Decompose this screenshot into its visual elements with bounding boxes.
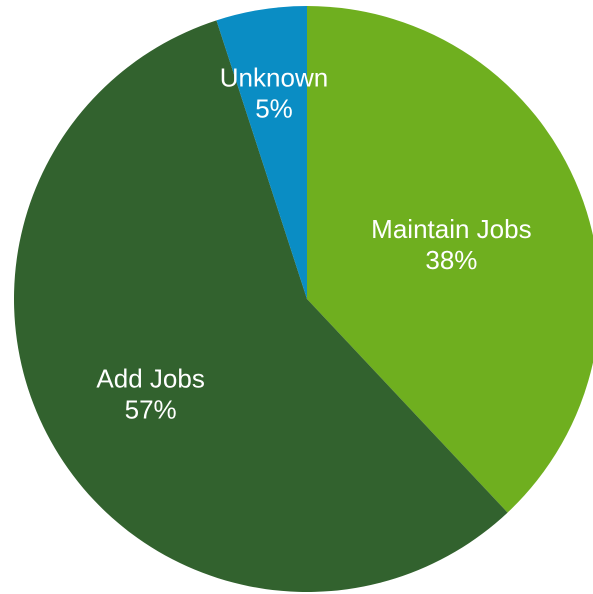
- slice-label-add-jobs: Add Jobs 57%: [96, 363, 204, 424]
- slice-value-unknown: 5%: [255, 94, 293, 124]
- pie-slice-add-jobs: [14, 20, 508, 592]
- pie-slice-maintain-jobs: [307, 6, 593, 513]
- pie-slice-unknown: [216, 6, 307, 299]
- slice-category-maintain-jobs: Maintain Jobs: [371, 214, 531, 244]
- slice-category-unknown: Unknown: [220, 63, 328, 93]
- slice-value-add-jobs: 57%: [125, 394, 177, 424]
- slice-category-add-jobs: Add Jobs: [96, 363, 204, 393]
- slice-label-unknown: Unknown 5%: [220, 63, 328, 124]
- slice-value-maintain-jobs: 38%: [425, 245, 477, 275]
- slice-label-maintain-jobs: Maintain Jobs 38%: [371, 214, 531, 275]
